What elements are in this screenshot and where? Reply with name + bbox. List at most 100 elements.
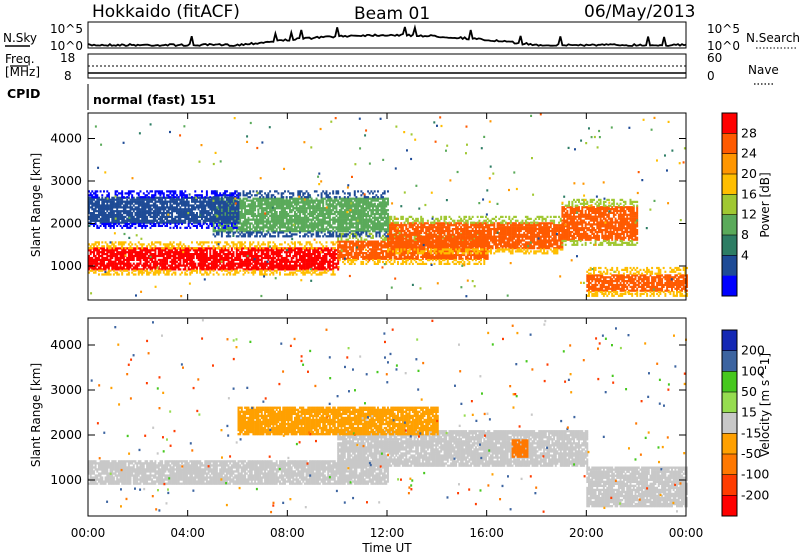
power-echo-cell: [244, 272, 246, 274]
power-echo-cell: [115, 241, 117, 243]
power-echo-cell: [306, 259, 308, 261]
power-echo-cell: [141, 270, 143, 272]
power-echo-cell: [304, 257, 306, 259]
power-echo-cell: [135, 247, 137, 249]
power-echo-cell: [159, 255, 161, 257]
power-echo-cell: [259, 265, 261, 267]
power-echo-cell: [169, 241, 171, 243]
power-echo-cell: [331, 253, 333, 255]
cpid-text: normal (fast) 151: [93, 92, 216, 107]
power-echo-cell: [312, 272, 314, 274]
power-echo-cell: [130, 249, 132, 251]
power-echo-cell: [317, 263, 319, 265]
power-echo-cell: [130, 259, 132, 261]
power-echo-cell: [184, 272, 186, 274]
power-echo-cell: [203, 273, 205, 275]
power-echo-cell: [352, 244, 354, 246]
power-echo-cell: [249, 268, 251, 270]
power-echo-cell: [339, 256, 341, 258]
power-echo-cell: [374, 246, 376, 248]
power-echo-cell: [322, 249, 324, 251]
power-echo-cell: [297, 251, 299, 253]
power-echo-cell: [173, 259, 175, 261]
power-echo-cell: [110, 255, 112, 257]
power-echo-cell: [216, 259, 218, 261]
power-echo-cell: [262, 263, 264, 265]
power-echo-cell: [148, 261, 150, 263]
power-echo-cell: [249, 263, 251, 265]
power-echo-cell: [404, 254, 406, 256]
power-echo-cell: [271, 265, 273, 267]
power-echo-cell: [252, 273, 254, 275]
power-echo-cell: [360, 248, 362, 250]
power-echo-cell: [214, 253, 216, 255]
power-echo-cell: [189, 265, 191, 267]
power-echo-cell: [271, 249, 273, 251]
power-echo-cell: [148, 265, 150, 267]
power-echo-cell: [203, 259, 205, 261]
power-echo-cell: [276, 245, 278, 247]
power-echo-cell: [133, 266, 135, 268]
power-echo-cell: [138, 257, 140, 259]
power-echo-cell: [151, 266, 153, 268]
power-echo-cell: [224, 245, 226, 247]
power-echo-cell: [311, 273, 313, 275]
power-echo-cell: [252, 249, 254, 251]
power-echo-cell: [261, 261, 263, 263]
power-echo-cell: [314, 265, 316, 267]
power-echo-cell: [272, 255, 274, 257]
power-echo-cell: [116, 272, 118, 274]
power-echo-cell: [282, 261, 284, 263]
power-echo-cell: [101, 263, 103, 265]
power-echo-cell: [296, 270, 298, 272]
power-echo-cell: [101, 257, 103, 259]
power-echo-cell: [326, 255, 328, 257]
power-echo-cell: [209, 253, 211, 255]
power-echo-cell: [357, 258, 359, 260]
power-echo-cell: [322, 261, 324, 263]
power-echo-cell: [355, 244, 357, 246]
power-echo-cell: [96, 253, 98, 255]
power-echo-cell: [266, 263, 268, 265]
power-echo-cell: [267, 257, 269, 259]
power-echo-cell: [98, 241, 100, 243]
power-echo-cell: [346, 242, 348, 244]
power-echo-cell: [241, 245, 243, 247]
power-echo-cell: [301, 257, 303, 259]
power-echo-cell: [304, 263, 306, 265]
power-echo-cell: [372, 246, 374, 248]
power-echo-cell: [206, 259, 208, 261]
power-echo-cell: [236, 259, 238, 261]
power-echo-cell: [379, 256, 381, 258]
power-echo-cell: [121, 273, 123, 275]
power-echo-cell: [191, 266, 193, 268]
power-echo-cell: [168, 272, 170, 274]
power-echo-cell: [367, 246, 369, 248]
power-echo-cell: [171, 243, 173, 245]
power-echo-cell: [279, 259, 281, 261]
power-echo-cell: [394, 256, 396, 258]
power-echo-cell: [191, 270, 193, 272]
power-echo-cell: [331, 268, 333, 270]
power-echo-cell: [103, 261, 105, 263]
power-echo-cell: [336, 249, 338, 251]
power-echo-cell: [110, 251, 112, 253]
power-echo-cell: [214, 261, 216, 263]
power-echo-cell: [326, 261, 328, 263]
power-echo-cell: [96, 257, 98, 259]
power-echo-cell: [138, 251, 140, 253]
power-echo-cell: [309, 241, 311, 243]
power-echo-cell: [228, 272, 230, 274]
power-echo-cell: [254, 263, 256, 265]
power-echo-cell: [365, 242, 367, 244]
power-echo-cell: [380, 248, 382, 250]
power-echo-cell: [379, 242, 381, 244]
power-echo-cell: [309, 255, 311, 257]
power-echo-cell: [138, 265, 140, 267]
power-echo-cell: [239, 257, 241, 259]
power-echo-cell: [199, 259, 201, 261]
power-echo-cell: [304, 255, 306, 257]
power-echo-cell: [276, 265, 278, 267]
power-echo-cell: [125, 249, 127, 251]
power-echo-cell: [118, 243, 120, 245]
